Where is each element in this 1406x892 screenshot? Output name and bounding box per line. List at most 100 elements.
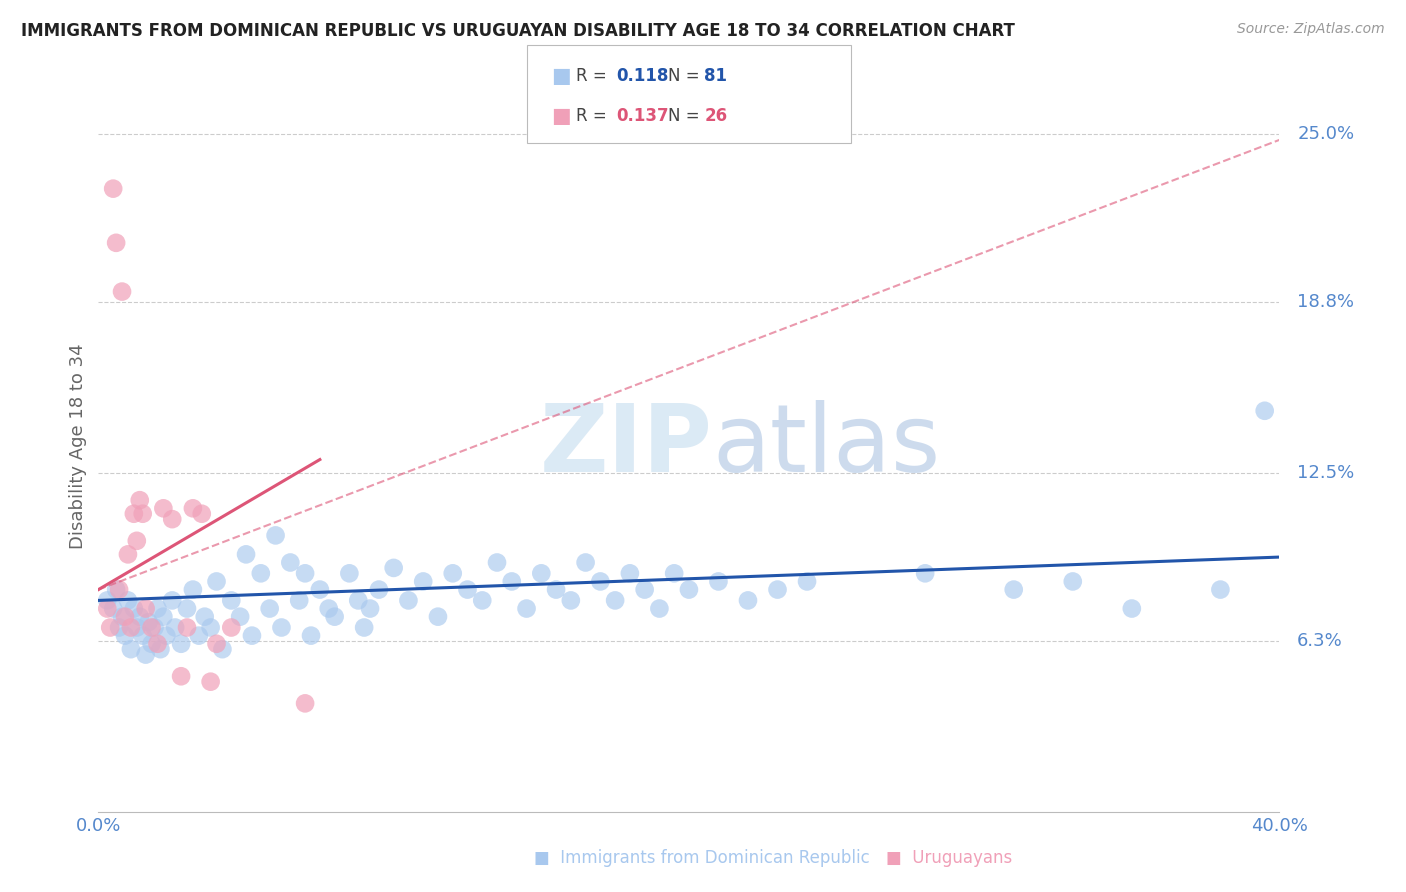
Point <box>1062 574 1084 589</box>
Point <box>664 566 686 581</box>
Text: N =: N = <box>668 107 704 125</box>
Point <box>120 642 142 657</box>
Point <box>412 574 434 589</box>
Point <box>170 669 193 683</box>
Y-axis label: Disability Age 18 to 34: Disability Age 18 to 34 <box>69 343 87 549</box>
Text: ■  Immigrants from Dominican Republic: ■ Immigrants from Dominican Republic <box>534 849 870 867</box>
Point <box>114 629 136 643</box>
Point <box>152 609 174 624</box>
Point <box>120 620 142 634</box>
Point <box>117 593 139 607</box>
Point <box>146 601 169 615</box>
Point <box>132 629 155 643</box>
Point <box>105 582 128 597</box>
Point <box>219 620 242 634</box>
Point <box>396 593 419 607</box>
Point <box>299 629 322 643</box>
Text: R =: R = <box>576 67 613 85</box>
Point <box>353 620 375 634</box>
Point <box>181 501 204 516</box>
Text: ■: ■ <box>551 106 571 126</box>
Point <box>205 574 228 589</box>
Point <box>337 566 360 581</box>
Point <box>125 533 148 548</box>
Text: atlas: atlas <box>713 400 941 492</box>
Point <box>633 582 655 597</box>
Point <box>294 697 316 711</box>
Point <box>766 582 789 597</box>
Point <box>515 601 537 615</box>
Text: 6.3%: 6.3% <box>1298 632 1343 650</box>
Point <box>181 582 204 597</box>
Point <box>678 582 700 597</box>
Text: ZIP: ZIP <box>540 400 713 492</box>
Point <box>288 593 311 607</box>
Point <box>125 620 148 634</box>
Point <box>111 285 134 299</box>
Point <box>278 556 302 570</box>
Point <box>111 609 134 624</box>
Point <box>318 601 340 615</box>
Text: N =: N = <box>668 67 704 85</box>
Text: Source: ZipAtlas.com: Source: ZipAtlas.com <box>1237 22 1385 37</box>
Point <box>152 501 174 516</box>
Point <box>194 609 217 624</box>
Point <box>138 615 160 629</box>
Point <box>323 609 346 624</box>
Point <box>96 593 118 607</box>
Point <box>149 642 172 657</box>
Point <box>200 674 222 689</box>
Point <box>359 601 381 615</box>
Point <box>486 556 509 570</box>
Point <box>270 620 292 634</box>
Point <box>574 556 596 570</box>
Text: 0.137: 0.137 <box>616 107 668 125</box>
Point <box>294 566 316 581</box>
Point <box>544 582 567 597</box>
Point <box>914 566 936 581</box>
Point <box>96 601 118 615</box>
Text: 81: 81 <box>704 67 727 85</box>
Point <box>165 620 187 634</box>
Point <box>114 609 136 624</box>
Point <box>1209 582 1232 597</box>
Point <box>605 593 627 607</box>
Point <box>135 648 157 662</box>
Point <box>128 609 150 624</box>
Point <box>1121 601 1143 615</box>
Point <box>132 507 155 521</box>
Point <box>309 582 332 597</box>
Point <box>619 566 641 581</box>
Point <box>219 593 242 607</box>
Text: 26: 26 <box>704 107 727 125</box>
Point <box>737 593 759 607</box>
Text: ■: ■ <box>551 66 571 86</box>
Point <box>796 574 818 589</box>
Point <box>235 547 257 561</box>
Point <box>347 593 370 607</box>
Point <box>143 620 166 634</box>
Point <box>456 582 478 597</box>
Point <box>105 235 128 250</box>
Point <box>264 528 287 542</box>
Point <box>108 582 131 597</box>
Point <box>240 629 263 643</box>
Point <box>250 566 273 581</box>
Point <box>135 601 157 615</box>
Point <box>530 566 553 581</box>
Point <box>146 637 169 651</box>
Point <box>259 601 281 615</box>
Point <box>471 593 494 607</box>
Point <box>187 629 209 643</box>
Point <box>205 637 228 651</box>
Point <box>648 601 671 615</box>
Point <box>368 582 391 597</box>
Point <box>108 620 131 634</box>
Point <box>122 507 145 521</box>
Point <box>98 620 121 634</box>
Text: 12.5%: 12.5% <box>1298 464 1354 482</box>
Point <box>170 637 193 651</box>
Point <box>141 620 163 634</box>
Point <box>191 507 214 521</box>
Point <box>141 637 163 651</box>
